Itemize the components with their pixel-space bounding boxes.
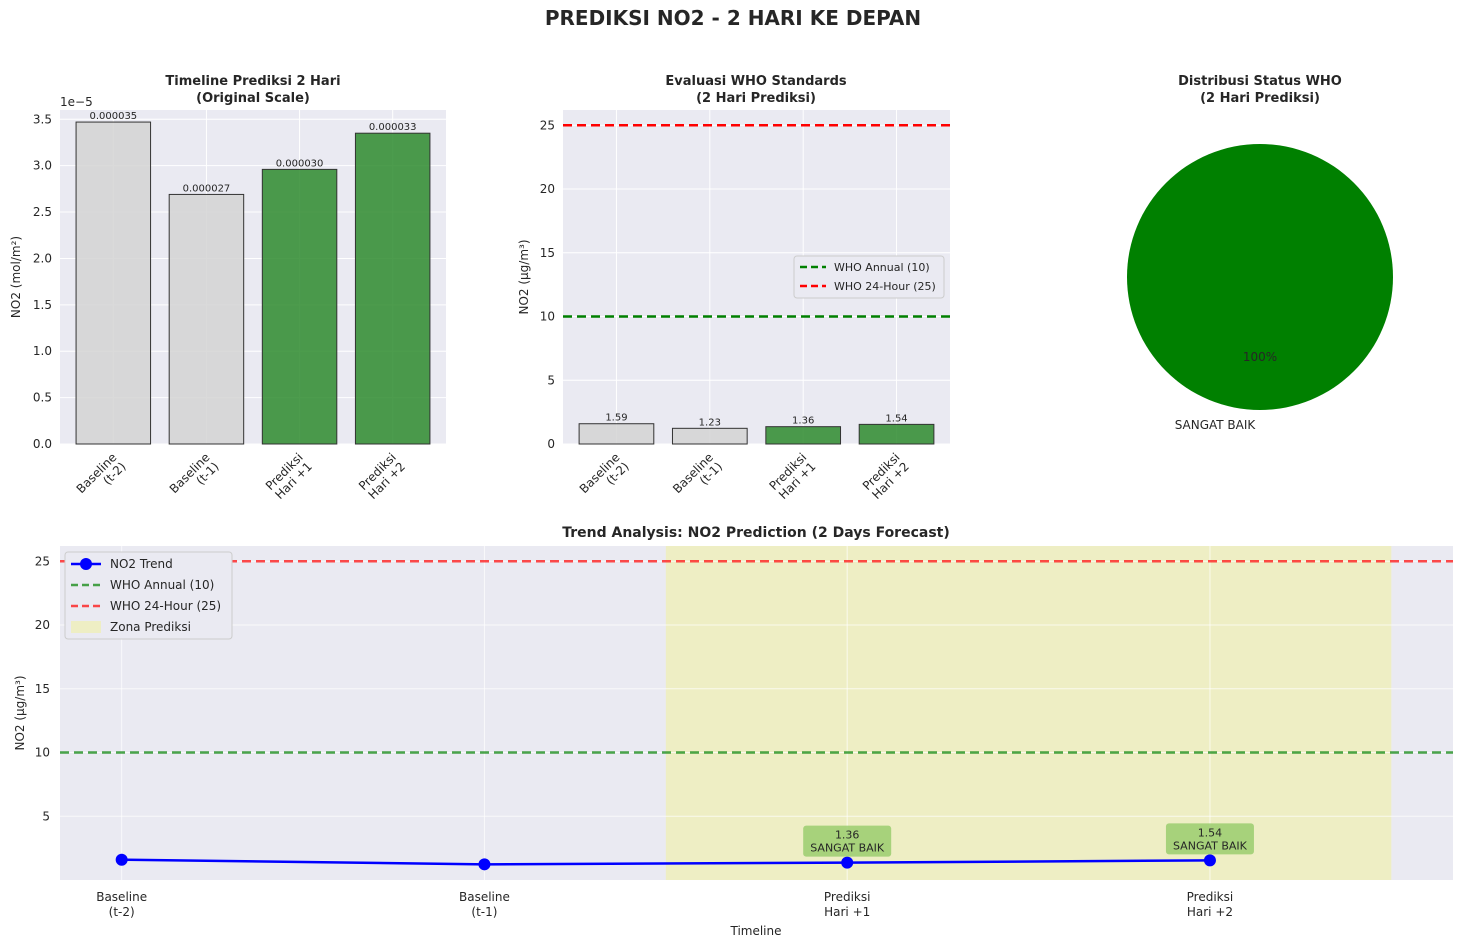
annotation-text: SANGAT BAIK — [810, 842, 885, 855]
pie-pct-label: 100% — [1243, 350, 1277, 364]
y-tick-label: 5 — [42, 809, 50, 823]
bar-value-label: 0.000027 — [183, 183, 231, 194]
bar — [354, 132, 431, 445]
legend-swatch — [71, 621, 101, 633]
panel-timeline-offset-label: 1e−5 — [60, 95, 93, 109]
x-tick-label: Baseline — [96, 890, 147, 904]
x-tick-label: Prediksi — [1187, 890, 1234, 904]
annotation-box — [1165, 823, 1254, 855]
pie-slice-label: SANGAT BAIK — [1175, 418, 1257, 432]
legend-frame — [64, 551, 233, 640]
pie-slice — [1127, 144, 1393, 410]
y-tick-label: 2.0 — [33, 251, 52, 265]
x-tick-label: Hari +2 — [1187, 905, 1233, 919]
bar-value-label: 1.59 — [605, 413, 627, 424]
y-tick-label: 5 — [547, 373, 555, 387]
figure-title: PREDIKSI NO2 - 2 HARI KE DEPAN — [545, 6, 921, 30]
y-tick-label: 10 — [35, 746, 50, 760]
trend-point — [115, 853, 128, 866]
bar-value-label: 1.54 — [885, 413, 907, 424]
legend-label: WHO Annual (10) — [110, 578, 214, 592]
legend-label: Zona Prediksi — [110, 620, 191, 634]
panel-trend-xlabel: Timeline — [729, 924, 781, 938]
panel-who-eval-subtitle: (2 Hari Prediksi) — [696, 91, 816, 106]
y-tick-label: 1.5 — [33, 298, 52, 312]
panel-distribution-subtitle: (2 Hari Prediksi) — [1200, 91, 1320, 106]
panel-trend-title: Trend Analysis: NO2 Prediction (2 Days F… — [562, 525, 950, 541]
bar — [75, 121, 152, 445]
panel-trend-legend: NO2 Trend WHO Annual (10) WHO 24-Hour (25)… — [64, 551, 233, 640]
x-tick-label: Hari +1 — [824, 905, 870, 919]
bar-value-label: 0.000030 — [276, 158, 324, 169]
x-tick-label: Baseline(t-1) — [167, 450, 222, 496]
y-tick-label: 0.0 — [33, 437, 52, 451]
panel-trend-ylabel: NO2 (μg/m³) — [13, 675, 27, 750]
bar-value-label: 0.000035 — [89, 111, 137, 122]
annotation-text: SANGAT BAIK — [1173, 839, 1248, 852]
y-tick-label: 3.0 — [33, 159, 52, 173]
panel-trend: Trend Analysis: NO2 Prediction (2 Days F… — [13, 525, 1453, 938]
legend-label: WHO 24-Hour (25) — [834, 280, 936, 293]
trend-line — [121, 858, 1210, 866]
legend-swatch-marker — [80, 558, 92, 570]
y-tick-label: 3.5 — [33, 112, 52, 126]
bar — [765, 426, 842, 445]
y-tick-label: 15 — [35, 682, 50, 696]
x-tick-label: Baseline(t-2) — [74, 450, 129, 496]
panel-timeline-subtitle: (Original Scale) — [196, 91, 310, 106]
y-tick-label: 10 — [540, 310, 555, 324]
bar — [578, 423, 655, 445]
bar-value-label: 1.36 — [792, 416, 814, 427]
bar-value-label: 1.23 — [699, 417, 721, 428]
panel-who-eval: Evaluasi WHO Standards (2 Hari Prediksi)… — [517, 74, 950, 502]
panel-distribution-title: Distribusi Status WHO — [1178, 74, 1342, 89]
y-tick-label: 1.0 — [33, 344, 52, 358]
bar — [168, 193, 245, 445]
legend-frame — [793, 255, 945, 299]
bar-value-label: 0.000033 — [369, 122, 417, 133]
x-tick-label: Baseline(t-2) — [577, 450, 632, 496]
annotation-text: 1.36 — [835, 829, 860, 842]
y-tick-label: 0.5 — [33, 391, 52, 405]
panel-who-distribution: Distribusi Status WHO (2 Hari Prediksi) … — [1127, 74, 1393, 432]
legend-label: WHO Annual (10) — [834, 261, 930, 274]
y-tick-label: 25 — [35, 554, 50, 568]
legend-label: NO2 Trend — [110, 557, 173, 571]
bar — [261, 168, 338, 445]
panel-who-eval-ylabel: NO2 (μg/m³) — [517, 239, 531, 314]
x-tick-label: Prediksi — [824, 890, 871, 904]
panel-timeline: Timeline Prediksi 2 Hari (Original Scale… — [9, 74, 446, 502]
y-tick-label: 0 — [547, 437, 555, 451]
x-tick-label: (t-2) — [109, 905, 135, 919]
annotation-text: 1.54 — [1198, 826, 1223, 839]
trend-point — [841, 856, 854, 869]
panel-who-eval-title: Evaluasi WHO Standards — [665, 74, 847, 89]
y-tick-label: 15 — [540, 246, 555, 260]
x-tick-label: Baseline — [459, 890, 510, 904]
prediction-zone — [665, 546, 1392, 880]
panel-timeline-ylabel: NO2 (mol/m²) — [9, 236, 23, 318]
bar — [671, 427, 748, 445]
panel-who-eval-legend: WHO Annual (10) WHO 24-Hour (25) — [793, 255, 945, 299]
y-tick-label: 20 — [540, 182, 555, 196]
x-tick-label: (t-1) — [471, 905, 497, 919]
annotation-box — [803, 825, 892, 857]
trend-point — [478, 858, 491, 871]
y-tick-label: 25 — [540, 118, 555, 132]
y-tick-label: 2.5 — [33, 205, 52, 219]
legend-label: WHO 24-Hour (25) — [110, 599, 221, 613]
y-tick-label: 20 — [35, 618, 50, 632]
bar — [858, 423, 935, 445]
panel-timeline-title: Timeline Prediksi 2 Hari — [165, 74, 340, 89]
trend-point — [1203, 854, 1216, 867]
x-tick-label: Baseline(t-1) — [670, 450, 725, 496]
